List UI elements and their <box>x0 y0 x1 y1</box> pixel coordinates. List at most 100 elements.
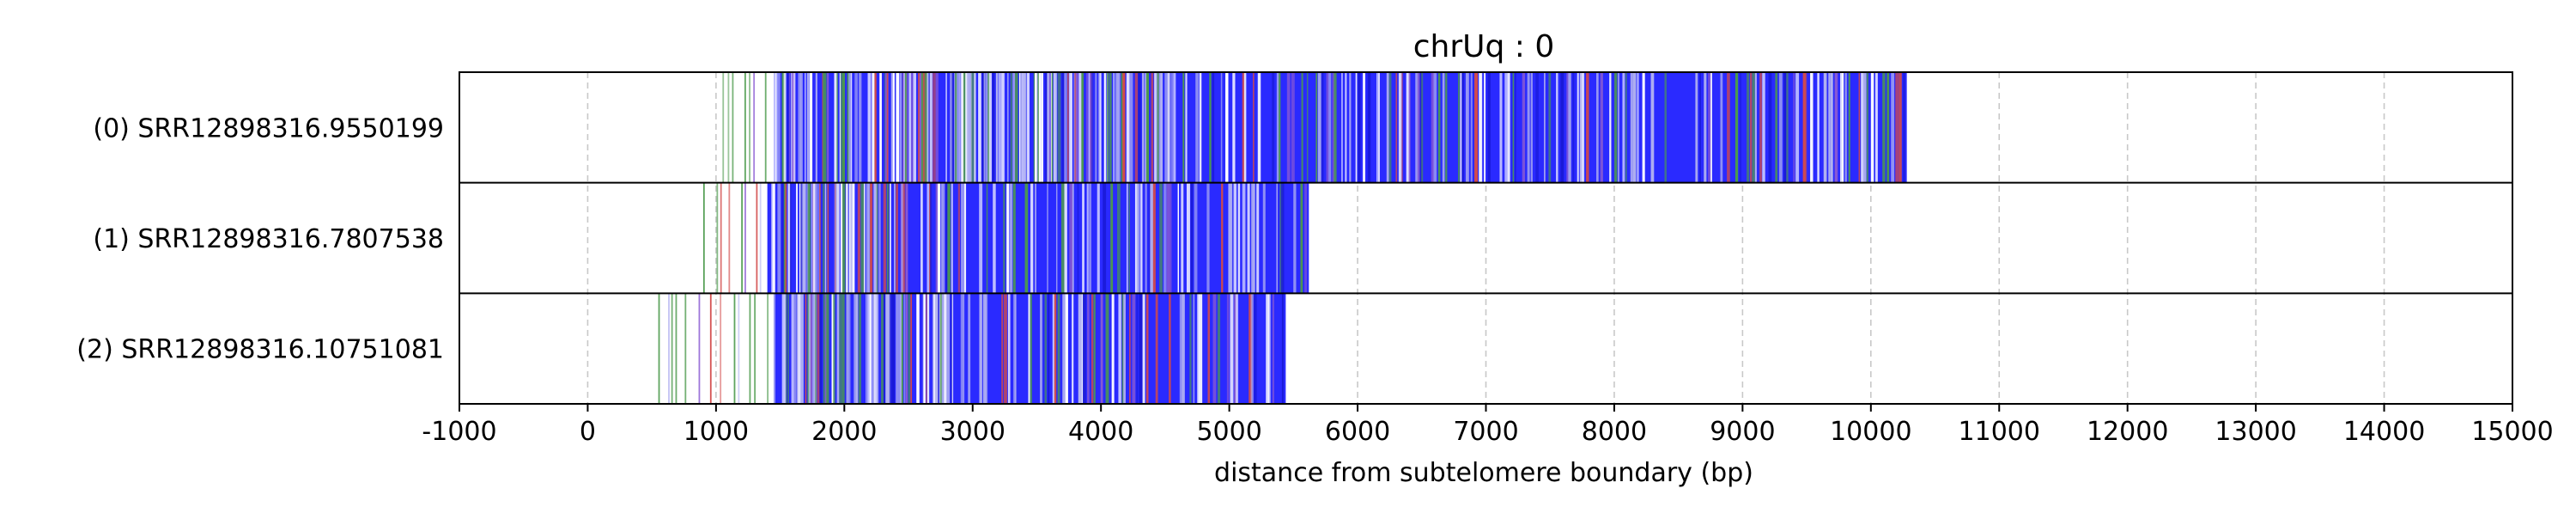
read-2-stripe <box>866 293 867 404</box>
read-1-stripe <box>1293 182 1297 294</box>
read-2-stripe <box>946 293 951 404</box>
read-2-stripe <box>1197 293 1200 404</box>
read-0-stripe <box>1586 72 1589 183</box>
read-1-stripe <box>1116 182 1121 294</box>
read-0-stripe <box>1109 72 1112 183</box>
read-0-stripe <box>978 72 981 183</box>
read-1-stripe <box>759 182 762 294</box>
read-0-stripe <box>1272 72 1275 183</box>
read-2-stripe <box>709 293 712 404</box>
read-1-stripe <box>756 182 758 294</box>
read-1-stripe <box>1237 182 1241 294</box>
read-2-stripe <box>800 293 804 404</box>
read-2-stripe <box>1105 293 1109 404</box>
read-2-stripe <box>910 293 913 404</box>
read-0-stripe <box>1499 72 1503 183</box>
read-0-stripe <box>896 72 900 183</box>
read-1-stripe <box>961 182 964 294</box>
read-1-stripe <box>814 182 818 294</box>
read-0-stripe <box>1886 72 1890 183</box>
read-0-stripe <box>1899 72 1902 183</box>
read-0-stripe <box>1317 72 1321 183</box>
read-1-stripe <box>1097 182 1100 294</box>
read-2-stripe <box>1254 293 1257 404</box>
read-2-stripe <box>754 293 756 404</box>
read-1-stripe <box>840 182 843 294</box>
read-0-stripe <box>1415 72 1419 183</box>
read-0-stripe <box>793 72 796 183</box>
read-1-stripe <box>1128 182 1130 294</box>
read-1-stripe <box>1190 182 1194 294</box>
read-0-stripe <box>1507 72 1510 183</box>
read-0-stripe <box>1154 72 1157 183</box>
read-2-stripe <box>798 293 802 404</box>
read-0-stripe <box>1057 72 1061 183</box>
read-2-stripe <box>855 293 859 404</box>
read-0-stripe <box>1642 72 1645 183</box>
read-1-stripe <box>781 182 785 294</box>
read-1-stripe <box>993 182 996 294</box>
read-0-stripe <box>1081 72 1084 183</box>
read-1-stripe <box>874 182 878 294</box>
read-1-stripe <box>1024 182 1029 294</box>
read-2-stripe <box>923 293 926 404</box>
read-2-stripe <box>876 293 879 404</box>
read-0-stripe <box>879 72 882 183</box>
read-0-stripe <box>1341 72 1343 183</box>
read-1-stripe <box>940 182 943 294</box>
read-0-stripe <box>988 72 992 183</box>
read-0-stripe <box>1257 72 1261 183</box>
read-0-stripe <box>1433 72 1437 183</box>
read-2-stripe <box>1155 293 1158 404</box>
read-1-stripe <box>789 182 792 294</box>
x-tick-label: 9000 <box>1710 417 1775 447</box>
read-2-stripe <box>874 293 878 404</box>
read-2-stripe <box>1145 293 1149 404</box>
read-0-stripe <box>1306 72 1309 183</box>
read-0-stripe <box>1504 72 1508 183</box>
read-2-stripe <box>926 293 927 404</box>
read-2-stripe <box>1136 293 1139 404</box>
read-2-stripe <box>1199 293 1203 404</box>
read-1-stripe <box>1064 182 1067 294</box>
read-0-stripe <box>1122 72 1126 183</box>
read-1-stripe <box>1035 182 1036 294</box>
read-0-stripe <box>1328 72 1332 183</box>
read-0-stripe <box>1182 72 1185 183</box>
read-0-stripe <box>1848 72 1850 183</box>
x-tick-label: 11000 <box>1959 417 2040 447</box>
read-0-stripe <box>985 72 989 183</box>
read-2-stripe <box>905 293 908 404</box>
reads-layer <box>658 72 1907 404</box>
read-0-stripe <box>1487 72 1491 183</box>
read-2-stripe <box>891 293 896 404</box>
read-0-stripe <box>1151 72 1154 183</box>
read-0-stripe <box>867 72 872 183</box>
read-0-stripe <box>1828 72 1830 183</box>
read-0-stripe <box>1070 72 1072 183</box>
read-0-stripe <box>1061 72 1065 183</box>
frame-layer <box>459 71 2513 412</box>
read-1-stripe <box>841 182 846 294</box>
x-axis-label: distance from subtelomere boundary (bp) <box>1214 458 1753 488</box>
read-1-stripe <box>1181 182 1184 294</box>
read-2-stripe <box>1182 293 1185 404</box>
read-2-stripe <box>896 293 899 404</box>
read-0-stripe <box>1377 72 1380 183</box>
read-2-stripe <box>1111 293 1115 404</box>
read-2-stripe <box>944 293 947 404</box>
read-2-stripe <box>738 293 740 404</box>
read-0-stripe <box>965 72 969 183</box>
read-1-stripe <box>901 182 904 294</box>
read-0-stripe <box>967 72 970 183</box>
read-2-stripe <box>982 293 987 404</box>
read-2-stripe <box>1072 293 1074 404</box>
read-0-stripe <box>1862 72 1867 183</box>
read-0-stripe <box>1479 72 1482 183</box>
read-0-stripe <box>1064 72 1067 183</box>
read-0-stripe <box>1078 72 1082 183</box>
read-0-stripe <box>841 72 845 183</box>
read-0-stripe <box>1861 72 1864 183</box>
read-0-stripe <box>1739 72 1742 183</box>
